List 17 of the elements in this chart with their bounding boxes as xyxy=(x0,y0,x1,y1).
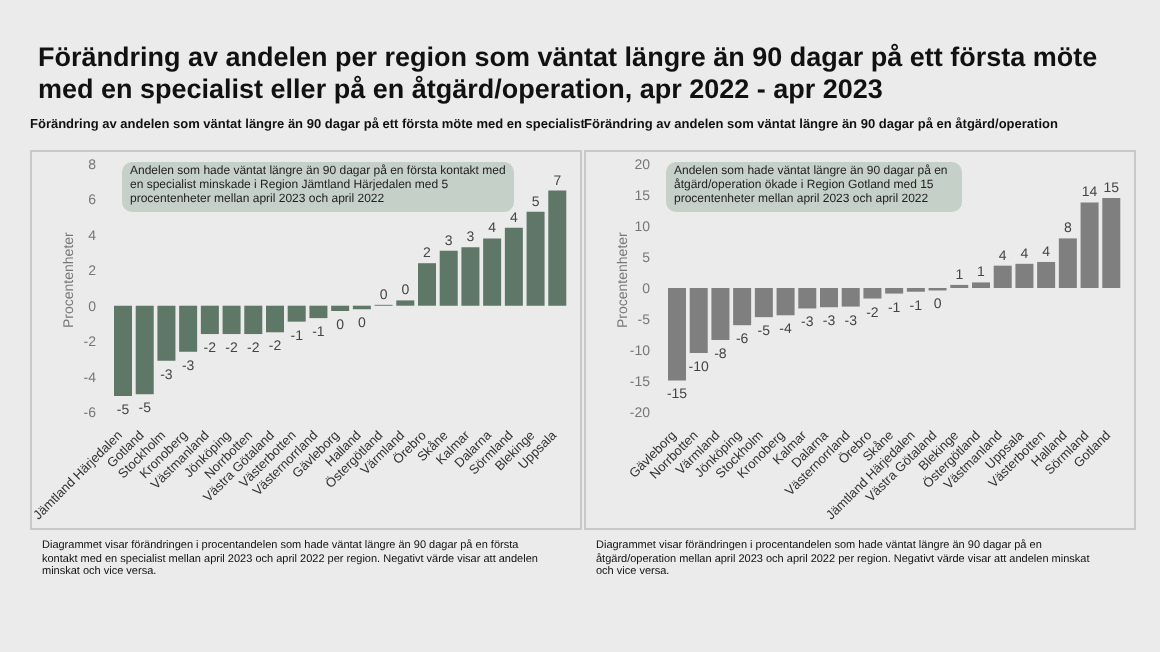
bar xyxy=(266,305,284,333)
bar xyxy=(1037,261,1056,288)
bar xyxy=(820,288,838,308)
chart-title: Förändring av andelen per region som väntat längre än 90 dagar på ett första möte med en specialist eller på en åtgärd/operation, apr 2022 - apr 2023 xyxy=(38,42,1100,106)
bar xyxy=(972,282,990,288)
bar xyxy=(114,305,132,397)
bar xyxy=(1058,238,1077,288)
bar xyxy=(504,227,523,306)
bar xyxy=(200,305,219,335)
bar xyxy=(418,263,436,306)
bar xyxy=(331,305,350,312)
bar xyxy=(885,288,904,294)
bar xyxy=(733,288,752,326)
bar xyxy=(179,305,198,352)
bar xyxy=(668,288,686,381)
bar xyxy=(754,288,773,318)
bar xyxy=(483,238,502,306)
